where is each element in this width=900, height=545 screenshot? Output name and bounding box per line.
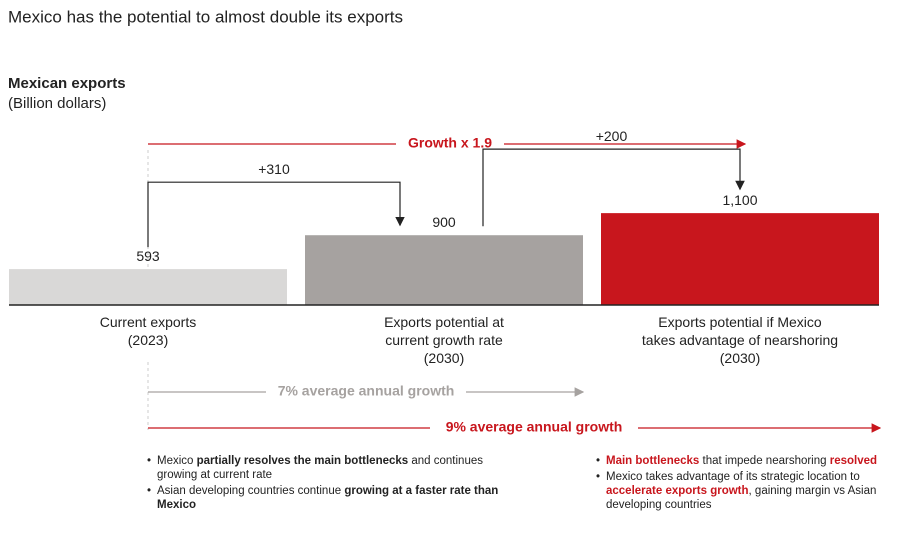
x-tick-label-line: (2030) bbox=[424, 350, 464, 366]
increment-arrow bbox=[147, 181, 405, 248]
label-bg bbox=[396, 134, 504, 154]
note-item: Mexico partially resolves the main bottl… bbox=[147, 454, 512, 482]
note-item: Mexico takes advantage of its strategic … bbox=[596, 470, 886, 512]
x-tick-label-line: Exports potential if Mexico bbox=[658, 314, 822, 330]
bar bbox=[601, 213, 879, 305]
note-text: Mexico bbox=[157, 455, 197, 467]
x-tick-label-line: (2030) bbox=[720, 350, 760, 366]
x-tick-label-line: (2023) bbox=[128, 332, 168, 348]
x-tick-label: Current exports (2023) bbox=[100, 314, 196, 348]
label-bg bbox=[430, 418, 638, 438]
chart-title: Mexico has the potential to almost doubl… bbox=[8, 7, 403, 26]
note-text: partially resolves the main bottlenecks bbox=[196, 455, 409, 467]
note-item: Asian developing countries continue grow… bbox=[147, 484, 512, 512]
note-text: resolved bbox=[829, 455, 878, 467]
notes: Main bottlenecks that impede nearshoring… bbox=[596, 454, 886, 514]
unit-label: (Billion dollars) bbox=[8, 95, 106, 112]
notes: Mexico partially resolves the main bottl… bbox=[147, 454, 512, 514]
value-label: 593 bbox=[136, 248, 160, 264]
bar bbox=[9, 269, 287, 305]
note-text: Asian developing countries continue bbox=[157, 485, 345, 497]
x-tick-label-line: Current exports bbox=[100, 314, 196, 330]
bar bbox=[305, 235, 583, 305]
growth-label: Growth x 1.9 bbox=[408, 135, 492, 151]
note-text: , gaining margin vs Asian developing cou… bbox=[606, 485, 877, 511]
note-text: Mexico takes advantage of its strategic … bbox=[606, 471, 860, 483]
note-text: accelerate exports growth bbox=[606, 485, 749, 497]
subtitle: Mexican exports bbox=[8, 75, 126, 92]
increment-label: +200 bbox=[596, 128, 628, 144]
value-label: 1,100 bbox=[722, 192, 757, 208]
x-tick-label-line: takes advantage of nearshoring bbox=[642, 332, 838, 348]
note-text: that impede nearshoring bbox=[699, 455, 830, 467]
x-tick-label-line: Exports potential at bbox=[384, 314, 504, 330]
x-tick-label-line: current growth rate bbox=[385, 332, 503, 348]
label-bg bbox=[266, 382, 466, 402]
increment-arrow bbox=[482, 148, 745, 227]
x-tick-label: Exports potential at current growth rate (… bbox=[384, 314, 504, 366]
value-label: 900 bbox=[432, 214, 456, 230]
note-text: growing at a faster rate than Mexico bbox=[157, 485, 499, 511]
note-item: Main bottlenecks that impede nearshoring… bbox=[596, 454, 886, 468]
note-text: and continues growing at current rate bbox=[157, 455, 483, 481]
growth-label: 9% average annual growth bbox=[446, 419, 623, 435]
x-tick-label: Exports potential if Mexico takes advanta… bbox=[642, 314, 838, 366]
growth-label: 7% average annual growth bbox=[278, 383, 455, 399]
note-text: Main bottlenecks bbox=[606, 455, 700, 467]
increment-label: +310 bbox=[258, 161, 290, 177]
